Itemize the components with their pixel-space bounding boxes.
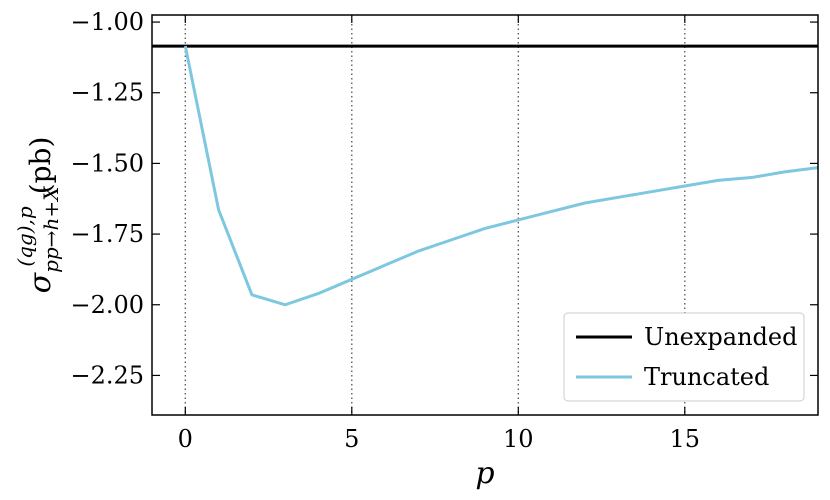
plot-frame bbox=[151, 14, 819, 416]
y-axis-sub: pp→h+X bbox=[39, 186, 63, 273]
data-line bbox=[183, 45, 819, 307]
y-tick-label: −1.75 bbox=[70, 220, 144, 248]
legend-label: Truncated bbox=[644, 363, 769, 391]
x-tick-label: 5 bbox=[344, 425, 359, 453]
y-tick-label: −1.00 bbox=[70, 8, 144, 36]
legend-box bbox=[563, 312, 805, 402]
y-tick-label: −1.50 bbox=[70, 149, 144, 177]
y-tick-label: −2.00 bbox=[70, 291, 144, 319]
y-tick-label: −1.25 bbox=[70, 79, 144, 107]
y-axis-sup: (qg),p bbox=[13, 206, 37, 267]
y-tick-label: −2.25 bbox=[70, 361, 144, 389]
legend-label: Unexpanded bbox=[644, 323, 797, 351]
x-axis-label: p bbox=[475, 456, 494, 491]
x-tick-label: 10 bbox=[503, 425, 534, 453]
y-axis-symbol: σ bbox=[23, 271, 58, 293]
y-axis-unit: (pb) bbox=[24, 137, 57, 195]
y-axis-label: σpp→h+X(qg),p (pb) bbox=[13, 137, 63, 294]
x-tick-label: 0 bbox=[178, 425, 193, 453]
x-tick-label: 15 bbox=[670, 425, 701, 453]
